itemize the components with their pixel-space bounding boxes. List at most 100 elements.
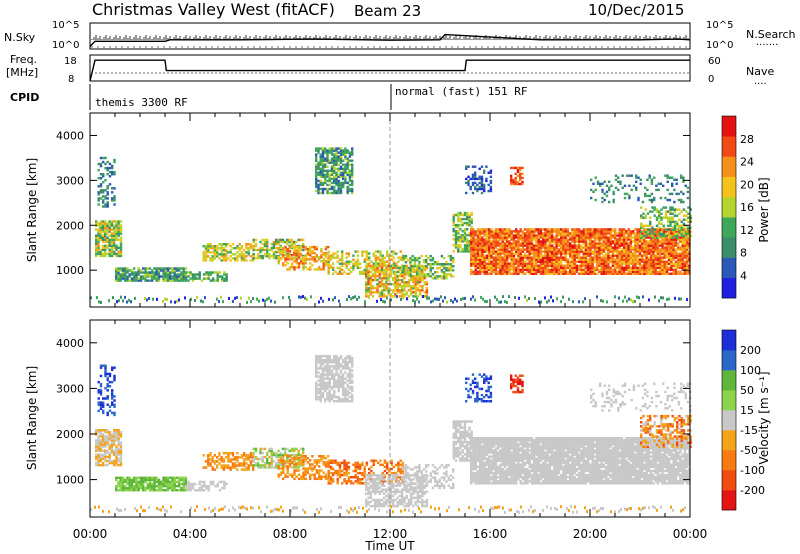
power-cell: [546, 260, 549, 263]
power-cell: [490, 256, 493, 259]
power-cell: [483, 254, 486, 257]
power-cell: [553, 228, 556, 231]
power-cell: [533, 248, 536, 251]
power-cell: [216, 249, 219, 252]
power-cell: [611, 234, 615, 237]
power-cell: [598, 246, 601, 249]
power-cell: [566, 244, 570, 247]
power-cell: [457, 213, 460, 217]
power-cell: [573, 272, 576, 276]
power-cell: [656, 264, 660, 268]
nave-dot: [391, 72, 393, 74]
date-label: 10/Dec/2015: [588, 1, 684, 19]
power-cell: [474, 254, 477, 257]
power-cell: [480, 183, 484, 187]
nave-dot: [131, 72, 133, 74]
power-cell: [454, 223, 458, 227]
power-cell: [468, 248, 471, 251]
power-cell: [319, 173, 322, 177]
power-cell: [683, 252, 687, 255]
power-cell: [600, 236, 603, 239]
power-cell: [234, 257, 237, 260]
power-cell: [113, 230, 116, 233]
power-cell: [139, 275, 143, 278]
power-cell: [670, 246, 673, 249]
power-cell: [582, 270, 585, 274]
power-cell: [326, 169, 329, 173]
power-cell: [580, 246, 583, 249]
power-cell: [519, 182, 522, 186]
power-cell: [623, 272, 626, 276]
power-cell: [519, 252, 522, 255]
power-cell: [535, 256, 538, 259]
power-cell: [686, 242, 689, 245]
power-cell: [472, 238, 475, 241]
nsearch-dot: [421, 46, 423, 48]
power-cell: [575, 232, 579, 235]
power-cell: [135, 275, 138, 278]
power-cell: [656, 266, 660, 270]
power-cell: [336, 266, 339, 270]
power-cell: [653, 232, 656, 236]
power-cell: [113, 232, 116, 235]
power-cell: [376, 264, 379, 268]
power-cell: [663, 272, 666, 276]
power-cell: [478, 185, 481, 189]
power-cell: [687, 212, 690, 215]
power-cell: [371, 264, 375, 268]
power-cell: [339, 151, 343, 154]
power-cell: [405, 283, 408, 286]
power-cell: [443, 265, 446, 268]
power-cell: [591, 256, 594, 259]
power-cell: [101, 238, 105, 241]
power-cell: [365, 256, 369, 259]
power-cell: [655, 216, 659, 219]
power-cell: [553, 258, 556, 261]
power-cell: [555, 242, 558, 245]
power-cell: [352, 258, 355, 261]
power-cell: [221, 277, 224, 280]
power-cell: [459, 238, 462, 241]
power-cell: [618, 272, 621, 276]
nsky-label: N.Sky: [4, 31, 36, 44]
power-cell: [412, 274, 415, 278]
power-cell: [643, 232, 646, 235]
power-cell: [297, 256, 301, 259]
power-cell: [670, 232, 673, 235]
power-cell: [178, 277, 181, 280]
power-cell: [686, 264, 689, 268]
power-cell: [533, 262, 536, 265]
power-cell: [528, 258, 531, 261]
power-cell: [479, 254, 482, 257]
power-cell: [392, 295, 395, 298]
power-cell: [263, 248, 267, 252]
power-cell: [108, 248, 111, 252]
power-cell: [596, 238, 599, 241]
power-cell: [688, 254, 691, 257]
power-cell: [647, 240, 651, 243]
power-cell: [113, 250, 116, 254]
power-cell: [667, 210, 670, 213]
power-cell: [636, 246, 639, 249]
power-cell: [555, 250, 558, 253]
power-cell: [591, 236, 594, 239]
power-cell: [651, 236, 654, 240]
power-cell: [580, 256, 583, 259]
power-cell: [654, 242, 657, 245]
nave-dot: [651, 72, 653, 74]
power-cell: [315, 179, 318, 183]
power-cell: [266, 254, 269, 258]
power-cell: [508, 228, 511, 231]
power-cell: [645, 236, 648, 239]
power-cell: [345, 264, 348, 268]
power-cell: [680, 220, 683, 224]
power-cell: [115, 269, 118, 272]
nsearch-dot: [283, 46, 285, 48]
power-cell: [335, 175, 338, 179]
power-cell: [106, 185, 109, 188]
power-cell: [593, 238, 597, 241]
power-cell: [681, 272, 684, 276]
power-cell: [407, 268, 411, 272]
power-cell: [236, 257, 239, 260]
power-cell: [319, 161, 322, 164]
